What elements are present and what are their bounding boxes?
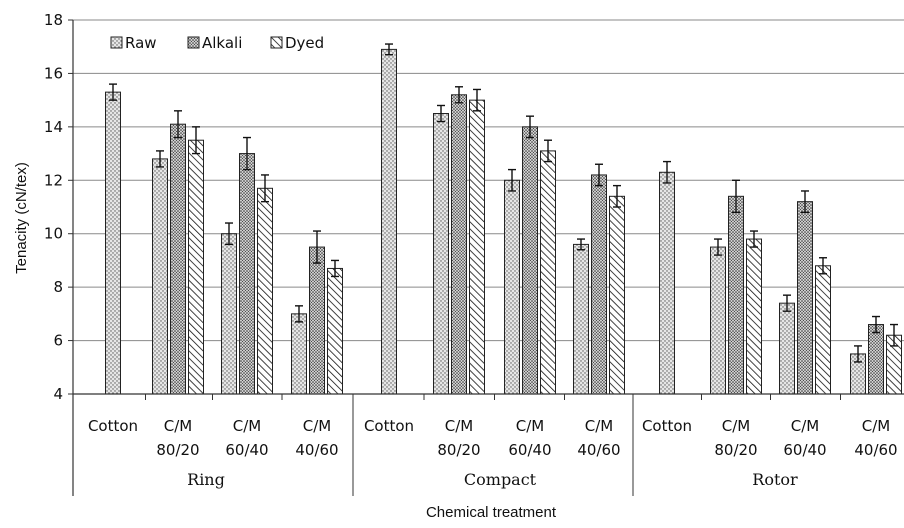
y-tick-label: 8 — [53, 278, 63, 296]
category-label: Cotton — [364, 417, 414, 435]
category-label: 40/60 — [854, 441, 897, 459]
bar-dyed — [746, 238, 762, 395]
y-tick-label: 16 — [44, 64, 63, 82]
bar-raw — [221, 233, 237, 395]
legend-label-dyed: Dyed — [285, 34, 324, 52]
category-label: 80/20 — [437, 441, 480, 459]
y-tick-label: 18 — [44, 11, 63, 29]
legend-swatch-alkali — [187, 36, 200, 49]
bar-alkali — [170, 123, 186, 395]
y-tick-label: 4 — [53, 385, 63, 403]
legend-swatch-raw — [110, 36, 123, 49]
y-tick-label: 14 — [44, 118, 63, 136]
legend-swatch-dyed — [270, 36, 283, 49]
category-label: C/M — [445, 417, 473, 435]
bar-alkali — [728, 195, 744, 395]
bar-dyed — [540, 150, 556, 395]
bar-raw — [504, 179, 520, 395]
group-label: Compact — [464, 470, 537, 489]
bar-alkali — [309, 246, 325, 395]
category-label: C/M — [862, 417, 890, 435]
bar-raw — [105, 91, 121, 395]
bar-raw — [152, 158, 168, 395]
category-label: C/M — [722, 417, 750, 435]
bar-alkali — [797, 201, 813, 395]
bar-raw — [779, 302, 795, 395]
bar-raw — [659, 171, 675, 395]
group-label: Rotor — [752, 470, 798, 489]
legend-label-alkali: Alkali — [202, 34, 242, 52]
bar-raw — [573, 243, 589, 395]
bar-alkali — [868, 324, 884, 395]
category-label: 80/20 — [156, 441, 199, 459]
category-label: 60/40 — [508, 441, 551, 459]
bar-dyed — [257, 187, 273, 395]
legend-label-raw: Raw — [125, 34, 157, 52]
bar-dyed — [327, 267, 343, 395]
category-label: 80/20 — [714, 441, 757, 459]
category-label: Cotton — [88, 417, 138, 435]
legend: Raw Alkali Dyed — [110, 34, 324, 52]
category-label: Cotton — [642, 417, 692, 435]
y-axis-title: Tenacity (cN/tex) — [13, 162, 30, 274]
bar-alkali — [591, 174, 607, 395]
bar-dyed — [469, 99, 485, 395]
y-tick-label: 12 — [44, 171, 63, 189]
gridlines — [73, 19, 904, 342]
category-label: C/M — [516, 417, 544, 435]
bar-dyed — [188, 139, 204, 395]
bar-raw — [433, 113, 449, 395]
category-label: C/M — [233, 417, 261, 435]
category-label: 60/40 — [225, 441, 268, 459]
category-labels: Cotton C/M 80/20 C/M 60/40 C/M 40/60 Ring Cotton… — [88, 417, 898, 489]
category-label: 60/40 — [783, 441, 826, 459]
bar-raw — [710, 246, 726, 395]
group-label: Ring — [187, 470, 225, 489]
category-label: C/M — [164, 417, 192, 435]
y-tick-label: 6 — [53, 332, 63, 350]
bar-alkali — [451, 94, 467, 395]
category-label: C/M — [585, 417, 613, 435]
bars — [105, 43, 902, 395]
bar-raw — [381, 48, 397, 395]
bar-raw — [291, 313, 307, 395]
bar-alkali — [522, 126, 538, 395]
category-label: 40/60 — [577, 441, 620, 459]
category-label: C/M — [303, 417, 331, 435]
bar-dyed — [815, 265, 831, 395]
axes: 4 6 8 10 12 14 16 18 — [44, 11, 904, 496]
x-axis-title: Chemical treatment — [426, 504, 557, 521]
bar-alkali — [239, 153, 255, 395]
y-tick-label: 10 — [44, 225, 63, 243]
bar-dyed — [609, 195, 625, 395]
category-label: C/M — [791, 417, 819, 435]
category-label: 40/60 — [295, 441, 338, 459]
